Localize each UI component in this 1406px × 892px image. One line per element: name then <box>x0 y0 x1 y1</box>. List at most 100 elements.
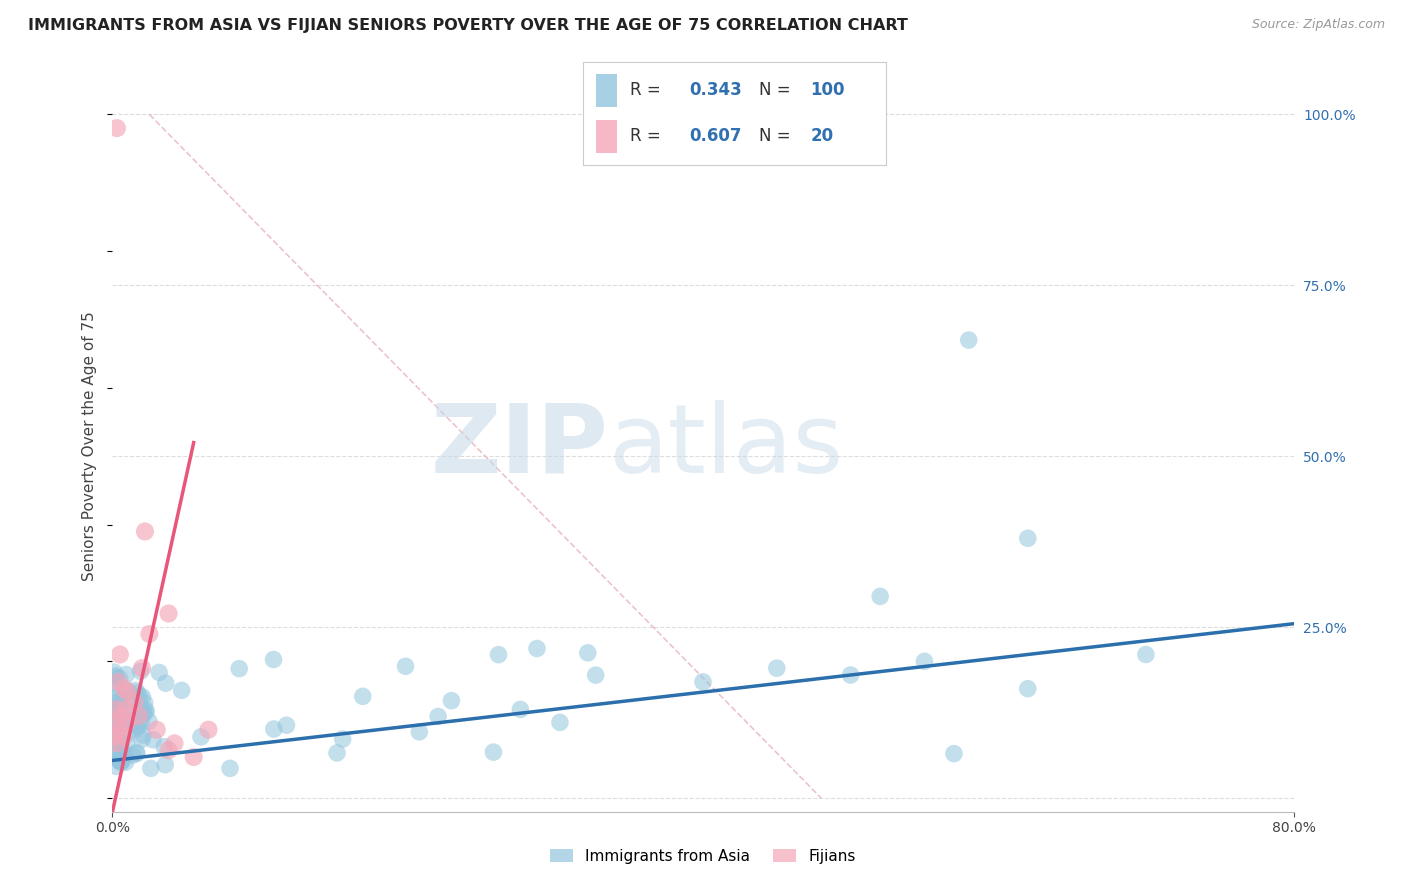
Point <box>326 746 349 760</box>
Point <box>114 756 136 770</box>
Point <box>139 761 162 775</box>
Point <box>110 736 132 750</box>
Point <box>104 669 127 683</box>
Point <box>108 754 131 768</box>
Point <box>111 730 134 744</box>
Text: Source: ZipAtlas.com: Source: ZipAtlas.com <box>1251 18 1385 31</box>
Point <box>121 717 143 731</box>
Point <box>131 713 153 727</box>
Point <box>105 671 128 685</box>
Bar <box>596 74 617 106</box>
Point <box>124 683 146 698</box>
Text: atlas: atlas <box>609 400 844 492</box>
Point <box>105 121 128 136</box>
Text: ZIP: ZIP <box>430 400 609 492</box>
Point <box>134 524 156 539</box>
Point <box>766 661 789 675</box>
Text: N =: N = <box>759 128 790 145</box>
Point <box>170 683 193 698</box>
Point <box>190 730 212 744</box>
Point <box>131 732 153 747</box>
Text: IMMIGRANTS FROM ASIA VS FIJIAN SENIORS POVERTY OVER THE AGE OF 75 CORRELATION CH: IMMIGRANTS FROM ASIA VS FIJIAN SENIORS P… <box>28 18 908 33</box>
Point <box>114 702 136 716</box>
Point <box>110 755 132 769</box>
Point <box>157 743 180 757</box>
Point <box>124 695 146 709</box>
Point <box>839 668 862 682</box>
Point <box>163 736 186 750</box>
Point <box>111 755 134 769</box>
Point <box>117 685 138 699</box>
Text: 0.607: 0.607 <box>689 128 742 145</box>
Point <box>228 662 250 676</box>
Point <box>957 333 980 347</box>
Point <box>128 690 150 704</box>
Point <box>110 709 132 723</box>
Point <box>105 697 128 711</box>
Point <box>111 751 134 765</box>
Point <box>135 705 157 719</box>
Point <box>107 690 129 705</box>
Point <box>105 759 128 773</box>
Point <box>153 739 176 754</box>
Text: 100: 100 <box>810 81 845 99</box>
Point <box>110 746 132 760</box>
Point <box>142 732 165 747</box>
Point <box>138 627 160 641</box>
Point <box>132 704 155 718</box>
Y-axis label: Seniors Poverty Over the Age of 75: Seniors Poverty Over the Age of 75 <box>82 311 97 581</box>
Point <box>1017 681 1039 696</box>
Point <box>576 646 599 660</box>
Point <box>122 714 145 728</box>
Point <box>111 717 134 731</box>
Point <box>155 676 177 690</box>
Point <box>117 715 138 730</box>
Point <box>132 728 155 742</box>
Point <box>131 690 153 704</box>
Point <box>115 667 138 681</box>
Point <box>129 718 152 732</box>
Point <box>148 665 170 680</box>
Point <box>121 748 143 763</box>
Point <box>482 745 505 759</box>
Point <box>157 607 180 621</box>
Point <box>103 665 125 679</box>
Point <box>427 709 450 723</box>
Point <box>110 755 132 769</box>
Point <box>352 690 374 704</box>
Text: R =: R = <box>630 128 661 145</box>
Point <box>111 692 134 706</box>
Point <box>124 722 146 736</box>
Point <box>526 641 548 656</box>
Point <box>107 699 129 714</box>
Point <box>105 736 128 750</box>
Text: N =: N = <box>759 81 790 99</box>
Point <box>103 676 125 690</box>
Point <box>125 704 148 718</box>
Point <box>103 680 125 694</box>
Bar <box>596 120 617 153</box>
Point <box>104 716 127 731</box>
Point <box>108 743 131 757</box>
Point <box>134 696 156 710</box>
Point <box>1135 648 1157 662</box>
Point <box>108 704 131 718</box>
Point <box>183 750 205 764</box>
Text: R =: R = <box>630 81 661 99</box>
Point <box>131 661 153 675</box>
Point <box>117 683 139 698</box>
Point <box>942 747 965 761</box>
Point <box>105 702 128 716</box>
Point <box>128 709 150 723</box>
Point <box>132 706 155 721</box>
Point <box>127 719 149 733</box>
Point <box>103 696 125 710</box>
Point <box>103 733 125 747</box>
Point <box>108 648 131 662</box>
Point <box>869 590 891 604</box>
Text: 0.343: 0.343 <box>689 81 742 99</box>
Point <box>125 746 148 760</box>
Point <box>219 761 242 775</box>
Point <box>332 732 354 747</box>
Point <box>488 648 510 662</box>
